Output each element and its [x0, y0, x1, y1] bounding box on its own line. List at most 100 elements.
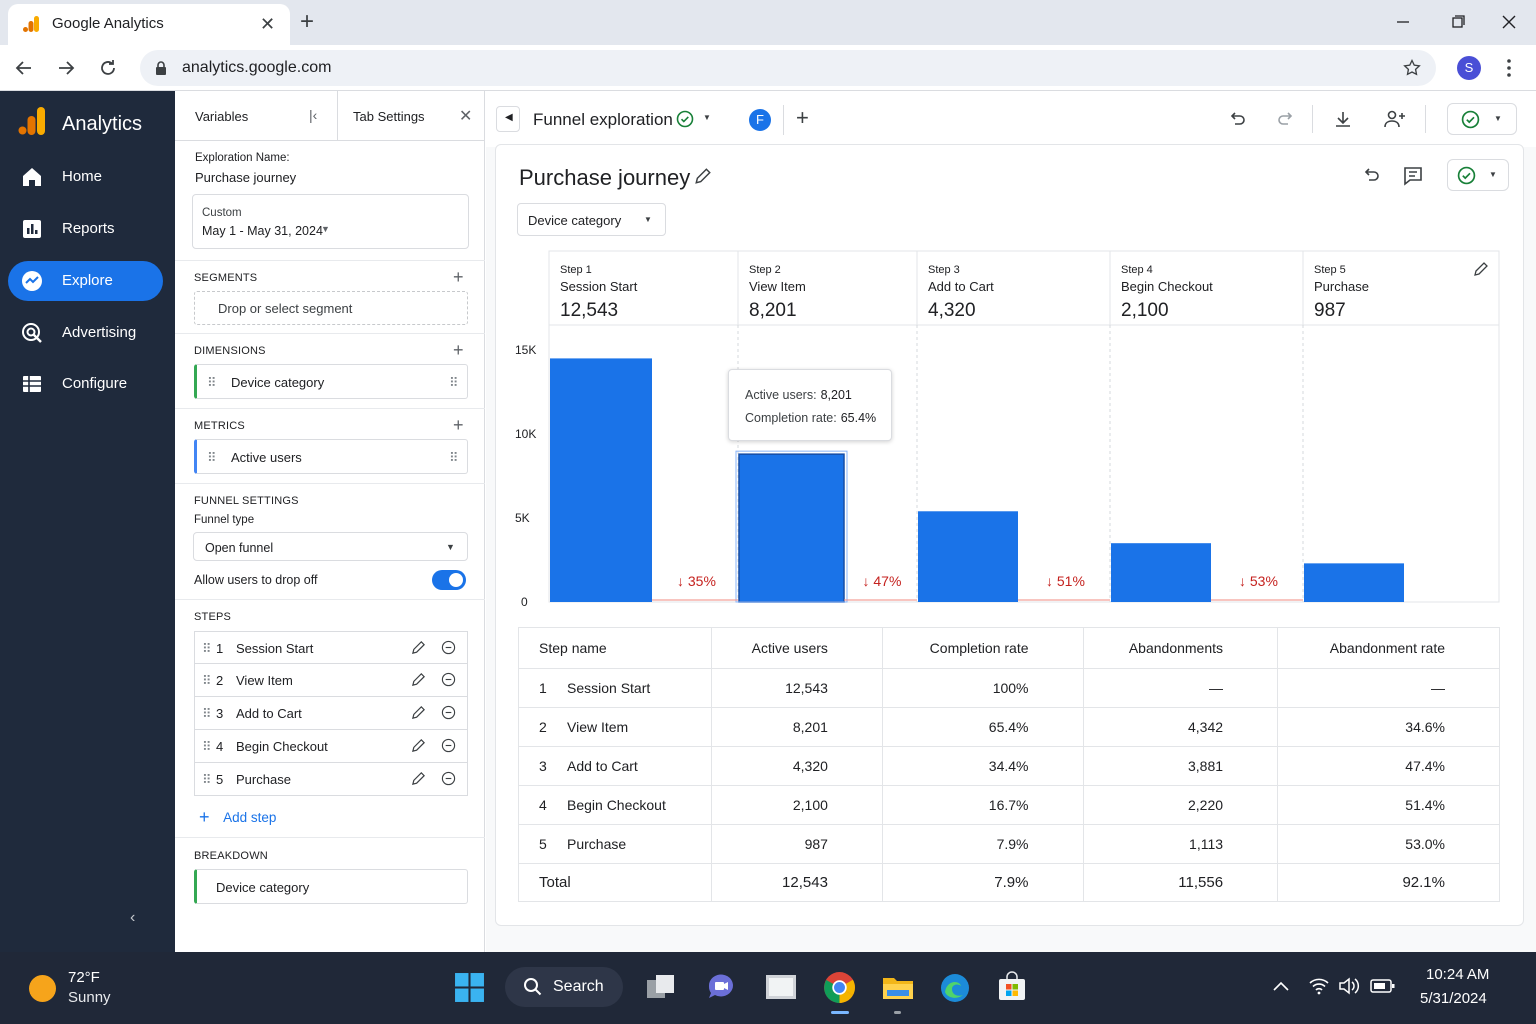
minimize-icon[interactable] — [1391, 10, 1415, 34]
table-row[interactable]: 4 Begin Checkout 2,100 16.7% 2,220 51.4% — [518, 785, 1500, 825]
sun-icon[interactable] — [29, 975, 56, 1002]
nav-item-reports[interactable]: Reports — [8, 209, 163, 249]
forward-arrow-icon[interactable] — [54, 56, 78, 80]
add-metric-icon[interactable]: + — [453, 415, 464, 435]
comment-icon[interactable] — [1402, 165, 1424, 187]
redo-icon[interactable] — [1276, 109, 1296, 129]
remove-circle-icon[interactable] — [441, 738, 456, 753]
metric-chip[interactable]: ⠿ Active users ⠿ — [194, 439, 468, 474]
microsoft-store-icon[interactable] — [996, 971, 1028, 1003]
collapse-nav-icon[interactable]: ‹ — [130, 909, 136, 926]
pencil-icon[interactable] — [411, 738, 426, 753]
reload-icon[interactable] — [96, 56, 120, 80]
browser-tab[interactable]: Google Analytics ✕ — [8, 4, 290, 45]
col-header-abandonments[interactable]: Abandonments — [1083, 627, 1279, 669]
drag-handle-icon[interactable]: ⠿ — [202, 772, 211, 787]
close-window-icon[interactable] — [1497, 10, 1521, 34]
col-header-abandonment-rate[interactable]: Abandonment rate — [1277, 627, 1500, 669]
nav-item-configure[interactable]: Configure — [8, 364, 163, 404]
undo-icon[interactable] — [1361, 165, 1381, 185]
tab-settings[interactable]: Tab Settings — [353, 109, 425, 124]
nav-item-explore[interactable]: Explore — [8, 261, 163, 301]
drag-handle-icon[interactable]: ⠿ — [202, 706, 211, 721]
wifi-icon[interactable] — [1308, 976, 1330, 996]
card-title[interactable]: Purchase journey — [519, 165, 691, 190]
clock-time[interactable]: 10:24 AM — [1426, 966, 1490, 983]
step-row[interactable]: ⠿ 2 View Item — [194, 664, 468, 697]
drag-handle-icon[interactable]: ⠿ — [449, 450, 458, 465]
nav-item-home[interactable]: Home — [8, 157, 163, 197]
profile-avatar[interactable]: S — [1457, 56, 1481, 80]
save-status-button[interactable]: ▼ — [1447, 103, 1517, 135]
pencil-icon[interactable] — [411, 771, 426, 786]
clock-date[interactable]: 5/31/2024 — [1420, 990, 1487, 1007]
restore-icon[interactable] — [1446, 10, 1470, 34]
col-header-step-name[interactable]: Step name — [518, 627, 712, 669]
remove-circle-icon[interactable] — [441, 771, 456, 786]
drag-handle-icon[interactable]: ⠿ — [449, 375, 458, 390]
pencil-icon[interactable] — [411, 672, 426, 687]
segment-dropzone[interactable]: Drop or select segment — [194, 291, 468, 325]
drag-handle-icon[interactable]: ⠿ — [202, 673, 211, 688]
col-header-completion-rate[interactable]: Completion rate — [882, 627, 1084, 669]
tab-close-icon[interactable]: ✕ — [260, 14, 276, 34]
table-row[interactable]: 3 Add to Cart 4,320 34.4% 3,881 47.4% — [518, 746, 1500, 786]
close-icon[interactable]: ✕ — [459, 108, 473, 125]
drag-handle-icon[interactable]: ⠿ — [207, 375, 216, 390]
allow-dropoff-toggle[interactable] — [432, 570, 466, 590]
pencil-icon[interactable] — [411, 705, 426, 720]
edge-icon[interactable] — [939, 972, 971, 1004]
teams-chat-icon[interactable] — [705, 972, 737, 1002]
taskbar-search[interactable]: Search — [505, 967, 623, 1007]
weather-description[interactable]: Sunny — [68, 989, 111, 1006]
pencil-icon[interactable] — [694, 167, 712, 185]
nav-item-advertising[interactable]: Advertising — [8, 313, 163, 353]
file-explorer-icon[interactable] — [881, 972, 915, 1002]
weather-temperature[interactable]: 72°F — [68, 969, 100, 986]
col-header-active-users[interactable]: Active users — [711, 627, 883, 669]
funnel-type-select[interactable]: Open funnel ▼ — [193, 532, 468, 561]
undo-icon[interactable] — [1227, 109, 1247, 129]
drag-handle-icon[interactable]: ⠿ — [202, 641, 211, 656]
virtual-desktop-icon[interactable] — [764, 972, 798, 1002]
exploration-title[interactable]: Funnel exploration — [533, 110, 673, 129]
table-row[interactable]: 2 View Item 8,201 65.4% 4,342 34.6% — [518, 707, 1500, 747]
variables-tab[interactable]: Variables — [195, 109, 249, 124]
address-bar[interactable]: analytics.google.com — [140, 50, 1436, 86]
add-dimension-icon[interactable]: + — [453, 340, 464, 360]
breakdown-select[interactable]: Device category ▼ — [517, 203, 666, 236]
browser-menu-icon[interactable] — [1498, 57, 1520, 79]
breakdown-chip[interactable]: Device category — [194, 869, 468, 904]
table-row[interactable]: 1 Session Start 12,543 100% — — — [518, 668, 1500, 708]
add-tab-icon[interactable]: + — [796, 105, 809, 130]
table-row[interactable]: 5 Purchase 987 7.9% 1,113 53.0% — [518, 824, 1500, 864]
drag-handle-icon[interactable]: ⠿ — [207, 450, 216, 465]
technique-status-button[interactable]: ▼ — [670, 106, 720, 133]
remove-circle-icon[interactable] — [441, 640, 456, 655]
download-icon[interactable] — [1333, 109, 1353, 129]
drag-handle-icon[interactable]: ⠿ — [202, 739, 211, 754]
pencil-icon[interactable] — [1473, 261, 1489, 277]
back-arrow-icon[interactable] — [12, 56, 36, 80]
remove-circle-icon[interactable] — [441, 672, 456, 687]
bookmark-star-icon[interactable] — [1402, 58, 1422, 78]
exploration-name-value[interactable]: Purchase journey — [195, 170, 297, 185]
chevron-up-icon[interactable] — [1271, 979, 1291, 993]
battery-icon[interactable] — [1370, 978, 1396, 994]
add-step-button[interactable]: + Add step — [199, 807, 276, 828]
chrome-icon[interactable] — [823, 971, 856, 1004]
date-range-picker[interactable]: Custom May 1 - May 31, 2024 ▼ — [192, 194, 469, 249]
pencil-icon[interactable] — [411, 640, 426, 655]
collapse-panel-icon[interactable]: |‹ — [309, 107, 318, 123]
card-status-button[interactable]: ▼ — [1447, 159, 1509, 191]
windows-start-icon[interactable] — [454, 972, 485, 1003]
tab-avatar[interactable]: F — [749, 109, 771, 131]
step-row[interactable]: ⠿ 1 Session Start — [194, 631, 468, 664]
dimension-chip[interactable]: ⠿ Device category ⠿ — [194, 364, 468, 399]
task-view-icon[interactable] — [645, 972, 677, 1002]
step-row[interactable]: ⠿ 4 Begin Checkout — [194, 730, 468, 763]
share-user-icon[interactable] — [1383, 109, 1407, 129]
new-tab-icon[interactable]: + — [300, 8, 315, 35]
collapse-settings-button[interactable]: ◀ — [496, 106, 520, 132]
step-row[interactable]: ⠿ 3 Add to Cart — [194, 697, 468, 730]
